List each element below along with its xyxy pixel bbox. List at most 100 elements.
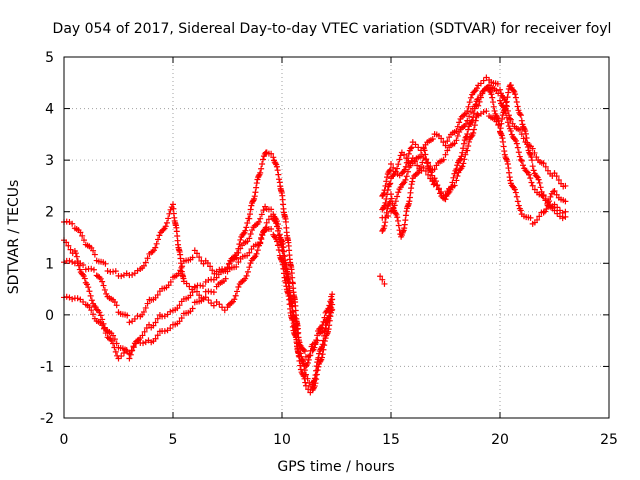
data-point: [242, 275, 249, 282]
data-point: [176, 302, 183, 309]
data-point: [562, 182, 569, 189]
x-tick-label: 25: [600, 432, 618, 448]
data-point: [246, 264, 253, 271]
data-point: [403, 173, 410, 180]
data-point: [490, 103, 497, 110]
data-point: [413, 170, 420, 177]
data-point: [515, 202, 522, 209]
data-point: [383, 178, 390, 185]
data-point: [191, 284, 198, 291]
data-point: [456, 129, 463, 136]
data-point: [459, 163, 466, 170]
data-point: [167, 206, 174, 213]
data-point: [100, 282, 107, 289]
data-point: [258, 211, 265, 218]
data-point: [320, 327, 327, 334]
data-point: [274, 167, 281, 174]
data-point: [255, 219, 262, 226]
data-point: [542, 197, 549, 204]
data-point: [221, 307, 228, 314]
data-point: [72, 250, 79, 257]
data-point: [453, 137, 460, 144]
data-point: [503, 114, 510, 121]
data-point: [74, 258, 81, 265]
data-point: [207, 263, 214, 270]
data-point: [510, 87, 517, 94]
data-point: [384, 174, 391, 181]
data-point: [512, 91, 519, 98]
data-point: [313, 376, 320, 383]
data-point: [488, 91, 495, 98]
data-point: [84, 281, 91, 288]
data-point: [235, 284, 242, 291]
data-point: [314, 332, 321, 339]
data-point: [435, 186, 442, 193]
data-point: [202, 294, 209, 301]
data-point: [504, 94, 511, 101]
data-point: [309, 347, 316, 354]
data-point: [518, 117, 525, 124]
data-point: [400, 180, 407, 187]
data-point: [409, 155, 416, 162]
data-point: [318, 354, 325, 361]
data-point: [222, 275, 229, 282]
data-point: [460, 160, 467, 167]
data-point: [164, 311, 171, 318]
data-point: [113, 340, 120, 347]
data-point: [381, 187, 388, 194]
data-point: [540, 193, 547, 200]
data-point: [516, 127, 523, 133]
data-point: [126, 355, 133, 362]
series-trace-8: [379, 82, 569, 222]
data-point: [540, 160, 547, 167]
plot-frame: [63, 56, 610, 419]
data-point: [534, 216, 541, 223]
data-point: [282, 266, 289, 273]
data-point: [430, 181, 437, 188]
data-point: [193, 250, 200, 257]
axis-ticks: [63, 56, 610, 419]
data-point: [102, 260, 109, 267]
data-point: [388, 195, 395, 202]
data-point: [397, 152, 404, 159]
data-point: [384, 205, 391, 212]
data-point: [383, 195, 390, 202]
data-point: [260, 156, 267, 163]
data-point: [454, 123, 461, 130]
data-point: [553, 173, 560, 180]
data-point: [314, 367, 321, 374]
data-point: [477, 80, 484, 87]
data-point: [438, 135, 445, 142]
data-point: [554, 204, 561, 211]
data-point: [503, 102, 510, 109]
data-point: [460, 140, 467, 147]
data-point: [271, 216, 278, 223]
data-point: [500, 143, 507, 150]
data-point: [177, 267, 184, 274]
data-point: [464, 130, 471, 137]
data-point: [249, 227, 256, 234]
data-point: [90, 266, 97, 273]
data-point: [537, 184, 544, 191]
data-point: [501, 148, 508, 155]
data-point: [528, 153, 535, 160]
data-point: [93, 306, 100, 313]
data-point: [513, 140, 520, 147]
data-point: [377, 273, 384, 280]
data-point: [529, 157, 536, 164]
data-point: [86, 304, 93, 311]
data-point: [425, 171, 432, 178]
data-point: [233, 263, 240, 270]
data-point: [99, 316, 106, 323]
y-tick-label: 3: [45, 153, 54, 169]
data-point: [517, 112, 524, 119]
data-point: [90, 247, 97, 254]
x-tick-label: 5: [169, 432, 178, 448]
data-point: [302, 382, 309, 389]
data-point: [258, 234, 265, 241]
data-point: [483, 108, 490, 115]
data-point: [502, 105, 509, 112]
data-point: [391, 202, 398, 209]
data-point: [100, 320, 107, 327]
